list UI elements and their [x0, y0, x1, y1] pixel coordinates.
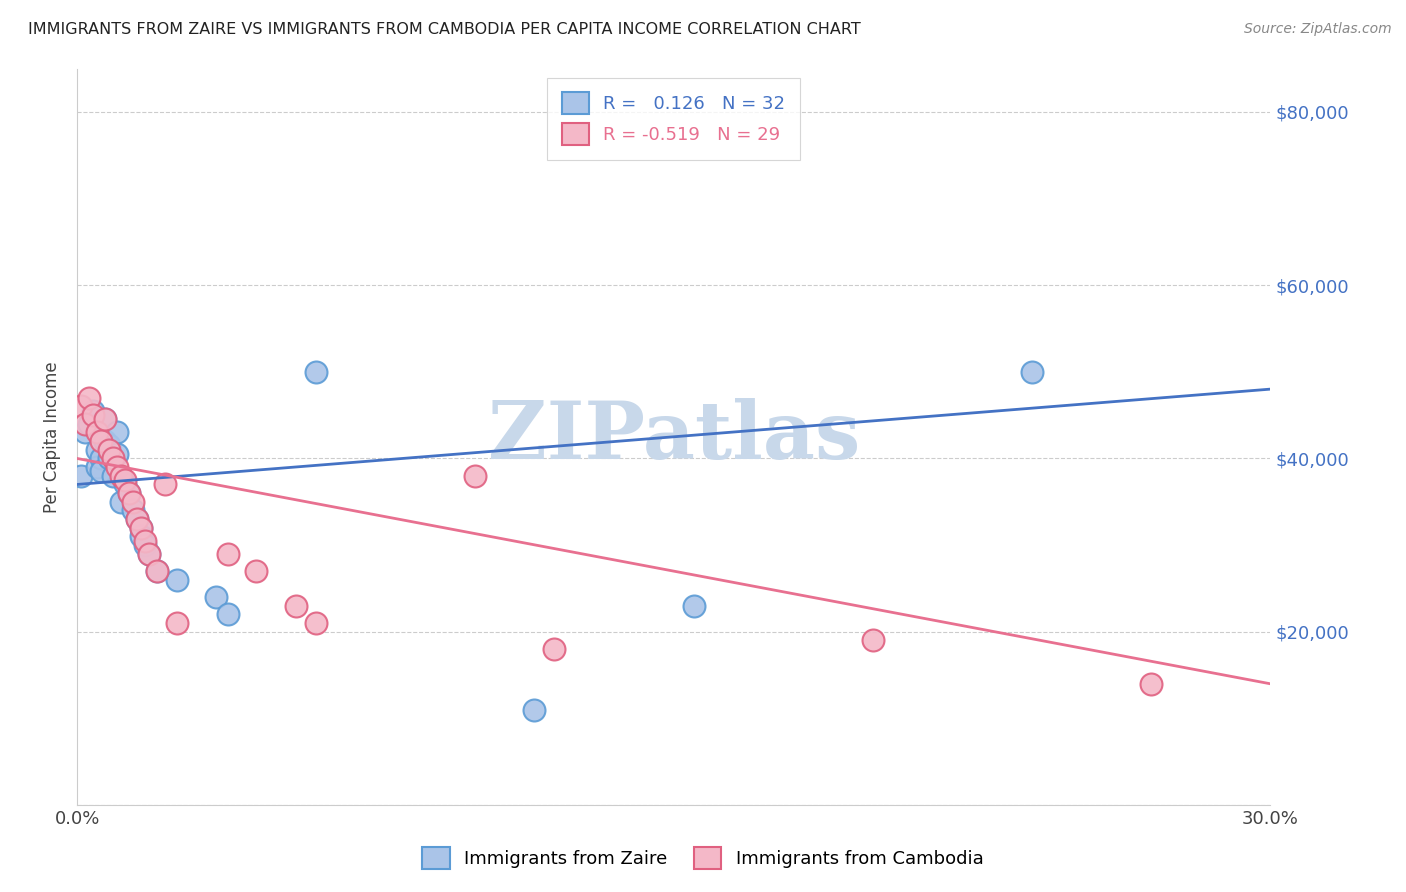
Point — [125, 512, 148, 526]
Point — [77, 391, 100, 405]
Point — [138, 547, 160, 561]
Point — [118, 486, 141, 500]
Point — [118, 486, 141, 500]
Point — [82, 408, 104, 422]
Point — [90, 451, 112, 466]
Point — [110, 468, 132, 483]
Point — [110, 495, 132, 509]
Point — [523, 703, 546, 717]
Point — [121, 495, 143, 509]
Point — [217, 607, 239, 622]
Point — [138, 547, 160, 561]
Point — [464, 468, 486, 483]
Text: IMMIGRANTS FROM ZAIRE VS IMMIGRANTS FROM CAMBODIA PER CAPITA INCOME CORRELATION : IMMIGRANTS FROM ZAIRE VS IMMIGRANTS FROM… — [28, 22, 860, 37]
Point — [94, 434, 117, 449]
Point — [166, 573, 188, 587]
Point — [105, 447, 128, 461]
Point — [101, 451, 124, 466]
Point — [94, 412, 117, 426]
Point — [86, 425, 108, 440]
Point — [284, 599, 307, 613]
Point — [1021, 365, 1043, 379]
Point — [145, 564, 167, 578]
Point — [145, 564, 167, 578]
Point — [101, 468, 124, 483]
Point — [77, 417, 100, 431]
Point — [73, 425, 96, 440]
Point — [114, 473, 136, 487]
Point — [205, 590, 228, 604]
Point — [90, 434, 112, 449]
Point — [862, 633, 884, 648]
Point — [86, 442, 108, 457]
Point — [134, 538, 156, 552]
Point — [305, 365, 328, 379]
Text: Source: ZipAtlas.com: Source: ZipAtlas.com — [1244, 22, 1392, 37]
Point — [1140, 677, 1163, 691]
Point — [114, 477, 136, 491]
Point — [129, 529, 152, 543]
Point — [97, 451, 120, 466]
Point — [134, 533, 156, 548]
Point — [153, 477, 176, 491]
Point — [97, 438, 120, 452]
Point — [70, 468, 93, 483]
Point — [105, 425, 128, 440]
Point — [97, 442, 120, 457]
Point — [105, 460, 128, 475]
Point — [245, 564, 267, 578]
Point — [82, 404, 104, 418]
Point — [682, 599, 704, 613]
Point — [217, 547, 239, 561]
Point — [90, 465, 112, 479]
Point — [543, 642, 565, 657]
Point — [73, 417, 96, 431]
Point — [129, 521, 152, 535]
Point — [166, 616, 188, 631]
Point — [70, 400, 93, 414]
Point — [86, 460, 108, 475]
Point — [129, 521, 152, 535]
Legend: Immigrants from Zaire, Immigrants from Cambodia: Immigrants from Zaire, Immigrants from C… — [413, 838, 993, 879]
Y-axis label: Per Capita Income: Per Capita Income — [44, 361, 60, 513]
Text: ZIPatlas: ZIPatlas — [488, 398, 860, 475]
Point — [94, 412, 117, 426]
Point — [121, 503, 143, 517]
Legend: R =   0.126   N = 32, R = -0.519   N = 29: R = 0.126 N = 32, R = -0.519 N = 29 — [547, 78, 800, 160]
Point — [305, 616, 328, 631]
Point — [125, 512, 148, 526]
